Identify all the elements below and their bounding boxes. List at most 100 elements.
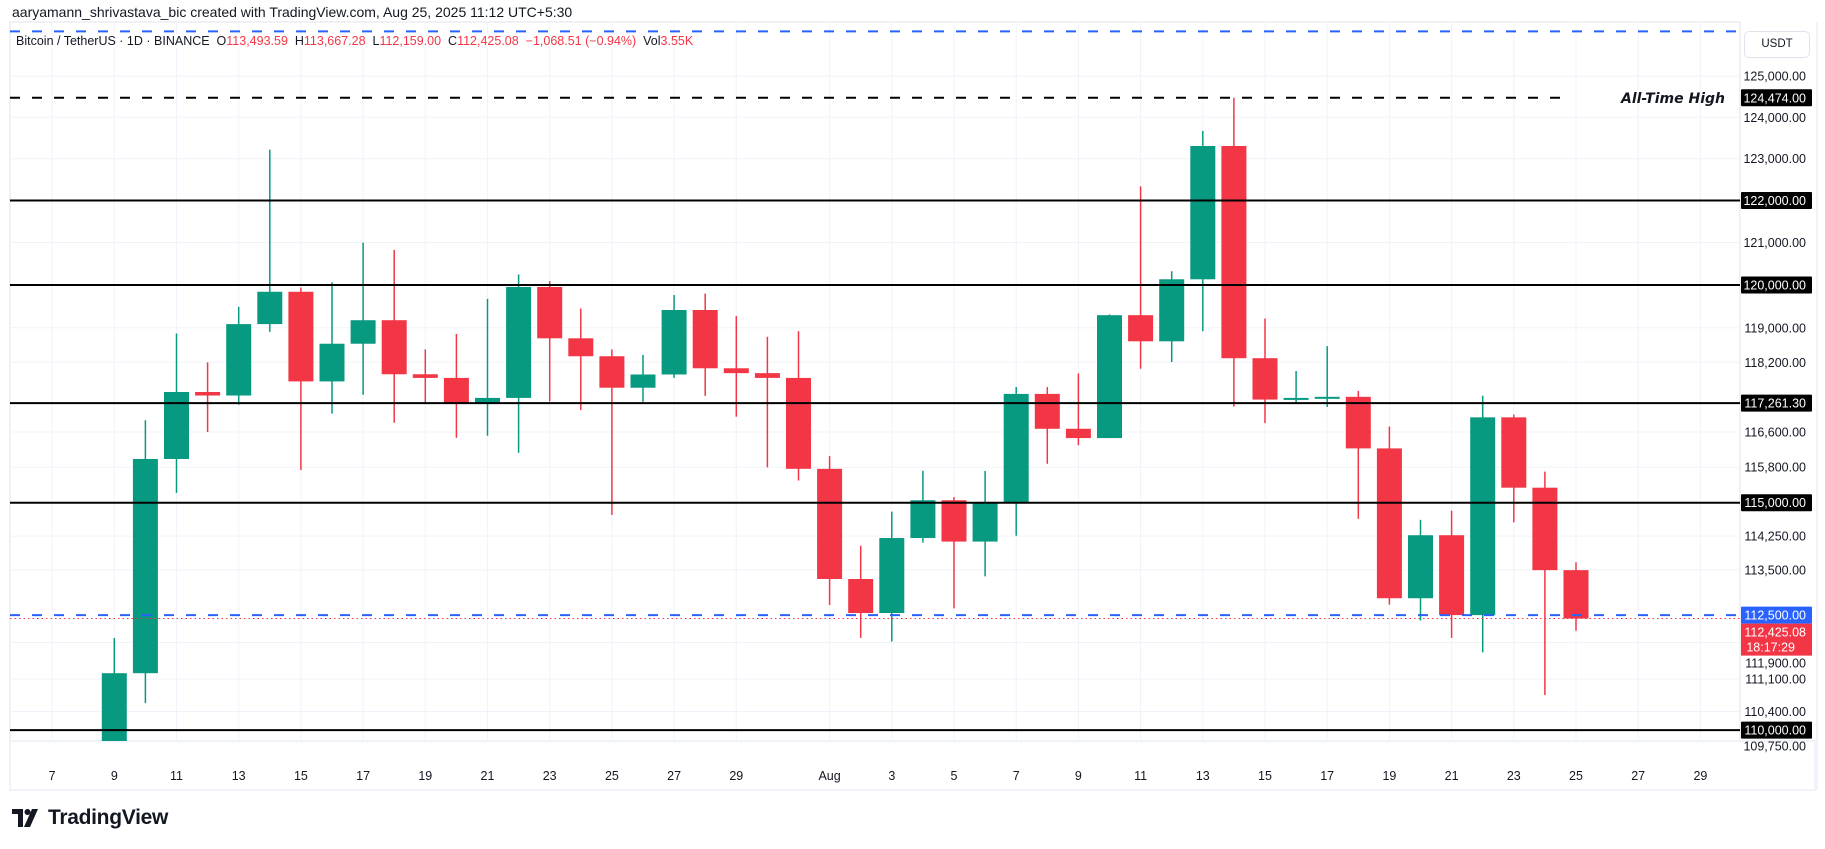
candle (350, 242, 376, 395)
candle-body (443, 377, 469, 403)
high-value: 113,667.28 (303, 34, 366, 48)
low-label: L (372, 34, 380, 48)
x-tick-label: 17 (356, 769, 370, 783)
y-tick-label: 124,000.00 (1743, 111, 1806, 125)
x-tick-label: 25 (1569, 769, 1583, 783)
x-tick-label: 21 (481, 769, 495, 783)
candle (1283, 371, 1309, 404)
candle-body (1221, 145, 1247, 359)
close-value: 112,425.08 (457, 34, 519, 48)
candle (754, 336, 780, 468)
candle (972, 470, 998, 577)
candle (1532, 471, 1558, 696)
candle (381, 249, 407, 423)
candle (1376, 426, 1402, 605)
candle-body (599, 356, 625, 388)
candle (692, 293, 718, 396)
price-level-tag-text: 124,474.00 (1743, 91, 1806, 105)
candle (132, 420, 158, 704)
y-tick-label: 121,000.00 (1743, 236, 1806, 250)
price-level-tag (1741, 276, 1812, 294)
candle-body (848, 579, 874, 614)
y-tick-label: 123,000.00 (1743, 152, 1806, 166)
candle (848, 545, 874, 638)
candle-body (506, 286, 532, 398)
horizontal-levels: All-Time High 124,474.00 122,000.00 120,000… (10, 30, 1812, 739)
candles (101, 97, 1589, 741)
candle (288, 287, 314, 471)
x-tick-label: 27 (1631, 769, 1645, 783)
candle (1314, 346, 1340, 407)
all-time-high-label: All-Time High (1620, 91, 1725, 107)
candle-body (630, 374, 656, 388)
y-tick-label: 111,100.00 (1745, 673, 1806, 687)
x-tick-label: 17 (1320, 769, 1334, 783)
open-value: 113,493.59 (226, 34, 288, 48)
candle (723, 316, 749, 417)
candle (661, 294, 687, 378)
candle-body (350, 320, 376, 344)
tradingview-logo[interactable]: TradingView (12, 806, 168, 830)
x-tick-label: 23 (543, 769, 557, 783)
tradingview-logo-icon (12, 809, 38, 827)
open-label: O (216, 34, 227, 48)
candle (537, 281, 563, 402)
bar-countdown: 18:17:29 (1746, 641, 1795, 655)
candle-body (1128, 315, 1154, 342)
candle-body (723, 368, 749, 374)
x-tick-label: 9 (111, 769, 118, 783)
price-level-tag (1741, 606, 1812, 624)
candle-body (817, 468, 843, 580)
x-tick-label: 13 (1196, 769, 1210, 783)
y-tick-label: 125,000.00 (1743, 70, 1806, 84)
candle-body (288, 291, 314, 382)
price-level-tag (1741, 191, 1812, 209)
candle-body (1563, 570, 1589, 619)
y-tick-label: 115,800.00 (1744, 461, 1806, 475)
price-level-tag-text: 110,000.00 (1744, 724, 1806, 738)
candle-body (1003, 393, 1029, 504)
candle-body (879, 538, 905, 614)
brand-name: TradingView (48, 806, 169, 829)
x-tick-label: 9 (1075, 769, 1082, 783)
candle (1501, 414, 1527, 523)
y-tick-label: 116,600.00 (1744, 426, 1806, 440)
candle (1034, 387, 1060, 464)
candle (1252, 318, 1278, 424)
x-tick-label: 29 (1693, 769, 1707, 783)
x-tick-label: 19 (418, 769, 432, 783)
candle-body (132, 458, 158, 674)
candle (1408, 519, 1433, 621)
price-level-tag (1741, 721, 1812, 739)
candle-body (226, 324, 252, 396)
candle (1065, 373, 1091, 446)
y-tick-label: 114,250.00 (1744, 530, 1806, 544)
candle-body (1532, 487, 1558, 571)
currency-button[interactable]: USDT (1744, 31, 1810, 58)
close-label: C (448, 34, 458, 48)
x-tick-label: 27 (667, 769, 681, 783)
y-tick-label: 118,200.00 (1744, 356, 1806, 370)
x-tick-label: 7 (1013, 769, 1020, 783)
candle-body (910, 500, 936, 539)
candle-body (381, 320, 407, 375)
candle (1190, 131, 1216, 332)
last-price-tag (1741, 623, 1812, 656)
candle-body (1097, 315, 1122, 439)
candle-body (754, 373, 780, 378)
x-tick-label: 23 (1507, 769, 1521, 783)
candle-body (195, 391, 221, 396)
price-level-tag-text: 115,000.00 (1744, 496, 1806, 510)
candle (1345, 390, 1371, 519)
time-axis-border (9, 740, 1816, 791)
candle-body (1345, 396, 1371, 449)
symbol-title[interactable]: Bitcoin / TetherUS · 1D · BINANCE (16, 34, 210, 48)
candle (195, 362, 221, 433)
candle (1221, 97, 1247, 407)
x-tick-label: Aug (818, 769, 840, 783)
candle-body (972, 503, 998, 542)
candle (1439, 510, 1465, 638)
x-tick-label: 25 (605, 769, 619, 783)
symbol-legend: Bitcoin / TetherUS · 1D · BINANCE O113,4… (16, 34, 694, 48)
